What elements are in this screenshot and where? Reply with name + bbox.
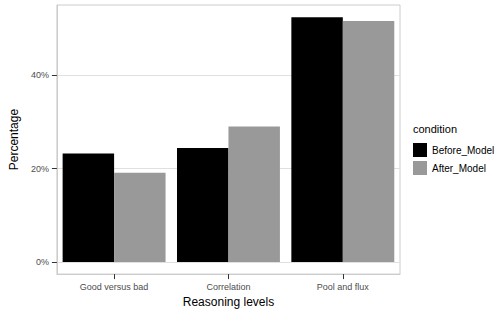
svg-text:40%: 40%	[31, 70, 49, 80]
svg-text:0%: 0%	[36, 257, 49, 267]
svg-text:condition: condition	[413, 123, 457, 135]
svg-text:Pool and flux: Pool and flux	[317, 282, 370, 292]
svg-text:Reasoning levels: Reasoning levels	[183, 295, 274, 309]
svg-text:20%: 20%	[31, 164, 49, 174]
svg-text:Correlation: Correlation	[206, 282, 250, 292]
svg-text:After_Model: After_Model	[432, 163, 486, 174]
svg-text:Percentage: Percentage	[7, 109, 21, 171]
svg-text:Before_Model: Before_Model	[432, 145, 494, 156]
svg-text:Good versus bad: Good versus bad	[80, 282, 149, 292]
